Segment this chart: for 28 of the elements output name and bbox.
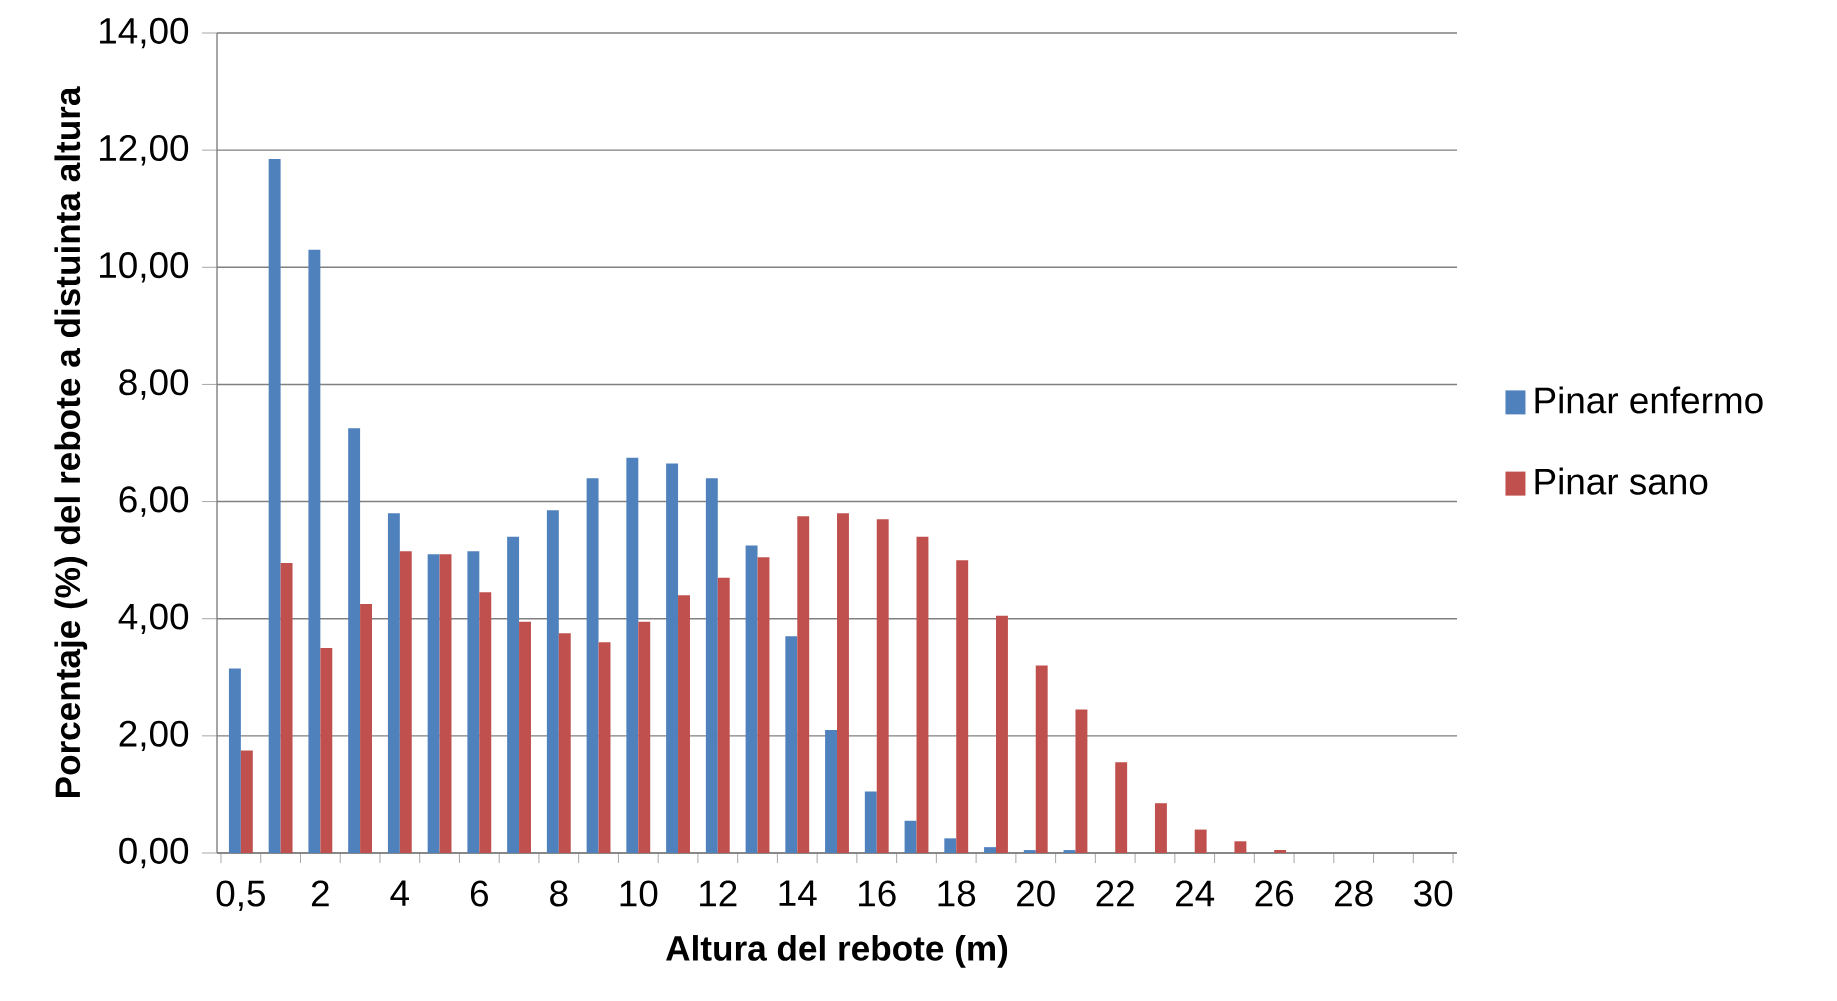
y-tick-label: 14,00 — [100, 17, 189, 49]
x-tick-label: 12 — [700, 880, 737, 907]
x-tick-label: 22 — [1096, 880, 1134, 907]
x-tick-label: 30 — [1414, 880, 1453, 907]
x-axis-title: Altura del rebote (m) — [666, 935, 1008, 968]
x-tick-label: 20 — [1017, 880, 1055, 907]
x-tick-label: 4 — [390, 880, 409, 906]
x-tick-label: 28 — [1335, 880, 1373, 907]
x-tick-label: 16 — [859, 880, 896, 907]
y-tick-label: 0,00 — [119, 837, 189, 869]
y-tick-label: 12,00 — [100, 134, 189, 166]
x-tick-label: 18 — [938, 880, 976, 907]
y-axis-title: Porcentaje (%) del rebote a distuinta altura — [54, 86, 88, 798]
x-tick-label: 0,5 — [216, 880, 265, 911]
legend-label: Pinar enfermo — [1535, 386, 1763, 414]
y-tick-label: 4,00 — [118, 603, 189, 634]
legend-label: Pinar sano — [1535, 467, 1708, 495]
x-tick-label: 8 — [550, 880, 568, 907]
x-tick-label: 14 — [779, 880, 817, 906]
x-tick-label: 2 — [311, 880, 329, 907]
x-tick-label: 6 — [470, 880, 488, 907]
x-tick-label: 10 — [620, 880, 658, 907]
x-tick-label: 24 — [1176, 880, 1215, 907]
y-tick-label: 2,00 — [119, 720, 189, 752]
y-tick-label: 10,00 — [100, 252, 189, 283]
x-tick-label: 26 — [1255, 880, 1294, 907]
y-tick-label: 8,00 — [119, 369, 189, 400]
y-tick-label: 6,00 — [119, 486, 189, 517]
